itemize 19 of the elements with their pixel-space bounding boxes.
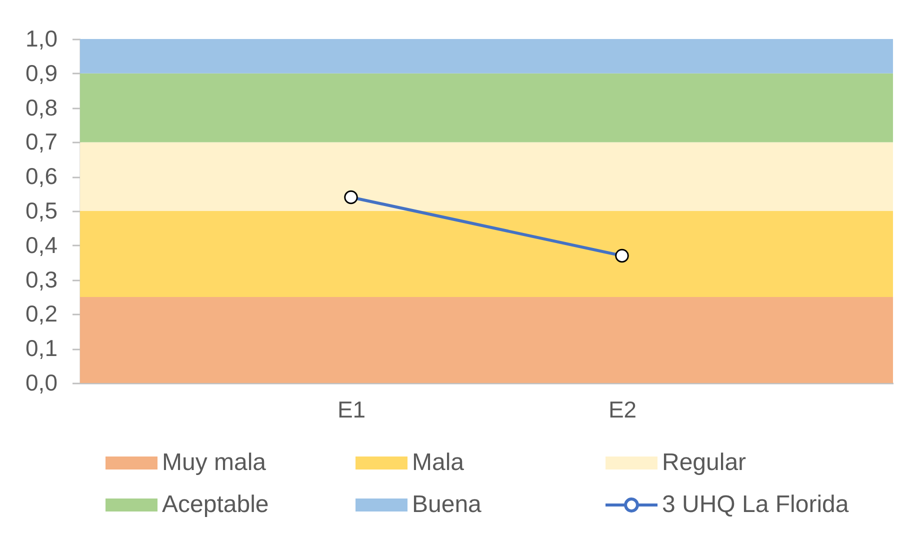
legend-label: Muy mala bbox=[162, 449, 267, 476]
x-tick-label: E2 bbox=[608, 396, 637, 422]
legend-label: Mala bbox=[412, 449, 465, 476]
y-tick-label: 0,4 bbox=[26, 232, 58, 258]
y-tick-label: 0,0 bbox=[26, 370, 58, 396]
y-tick-label: 0,9 bbox=[26, 60, 58, 86]
y-tick-label: 0,7 bbox=[26, 128, 58, 155]
y-tick-label: 0,6 bbox=[26, 163, 58, 190]
y-tick-label: 0,1 bbox=[26, 335, 58, 362]
legend-label: Aceptable bbox=[162, 491, 269, 518]
legend-label: Regular bbox=[662, 449, 746, 476]
legend-label: Buena bbox=[412, 491, 482, 518]
y-tick-label: 0,3 bbox=[26, 266, 58, 292]
x-tick-label: E1 bbox=[337, 396, 366, 422]
y-tick-label: 0,2 bbox=[26, 300, 58, 327]
y-tick-label: 0,8 bbox=[26, 94, 58, 120]
y-tick-label: 0,5 bbox=[26, 198, 58, 224]
legend-label: 3 UHQ La Florida bbox=[662, 491, 850, 518]
y-tick-label: 1,0 bbox=[26, 26, 58, 52]
